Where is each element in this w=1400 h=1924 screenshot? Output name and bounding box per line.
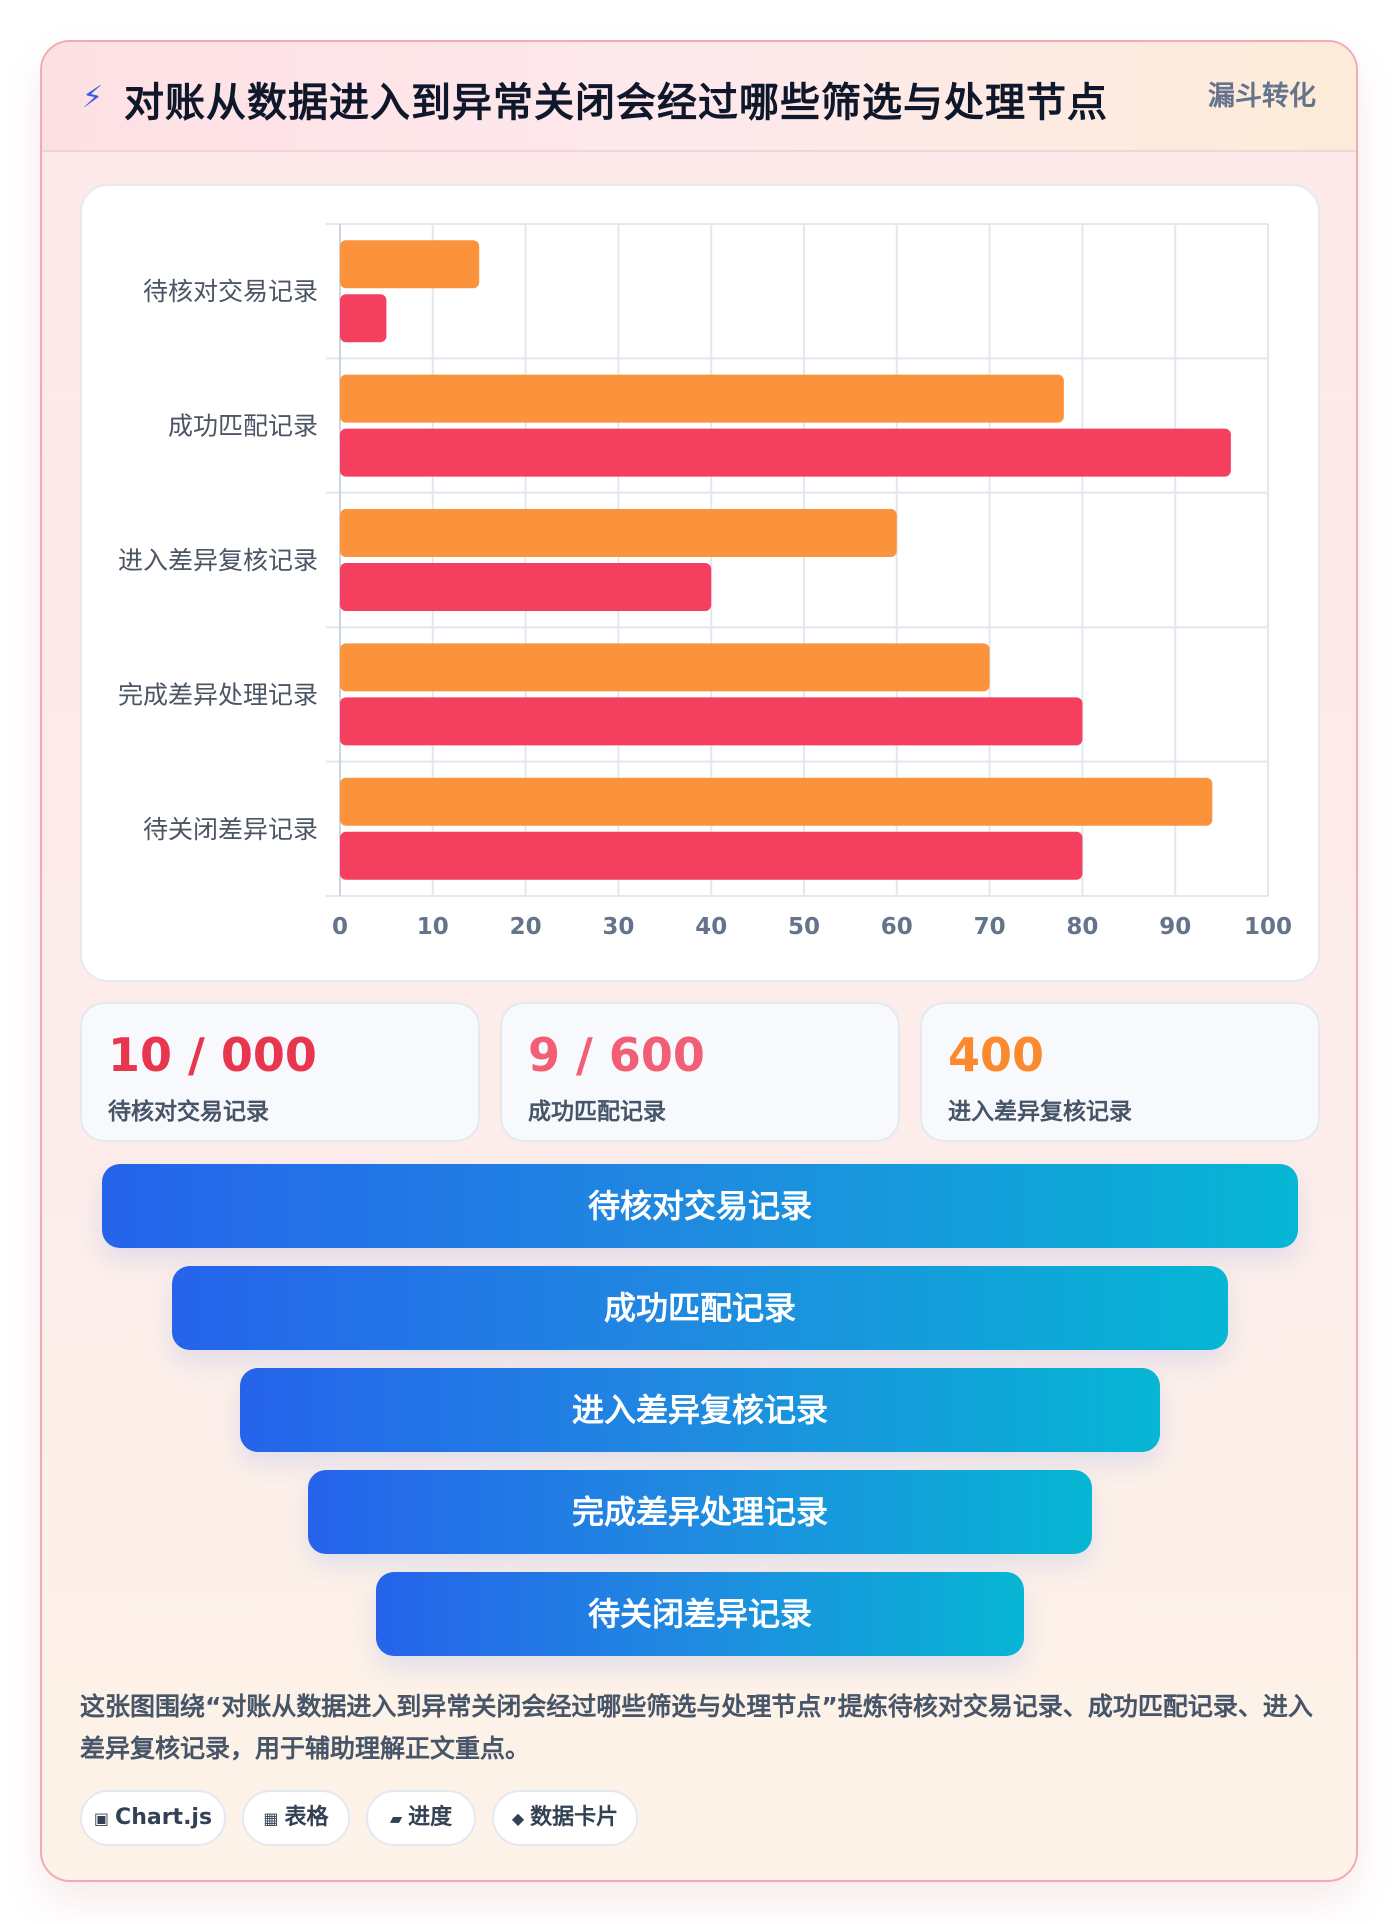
funnel-stage: 成功匹配记录 [172,1266,1228,1350]
chart-type-tag: 漏斗转化 [1208,81,1316,112]
stat-card: 9 / 600 成功匹配记录 [500,1002,900,1142]
stat-label: 待核对交易记录 [108,1099,269,1125]
bar [340,777,1213,826]
bar [340,563,712,611]
stat-value: 9 / 600 [528,1028,705,1082]
chip-label: Chart.js [115,1805,213,1830]
x-tick-label: 20 [510,914,542,940]
x-tick-label: 30 [602,914,634,940]
funnel-stage: 待核对交易记录 [102,1164,1298,1248]
stat-value: 400 [948,1028,1045,1082]
x-tick-label: 70 [974,914,1006,940]
funnel: 待核对交易记录 成功匹配记录 进入差异复核记录 完成差异处理记录 待关闭差异记录 [42,1164,1356,1664]
funnel-stage: 进入差异复核记录 [240,1368,1160,1452]
card-icon: ◆ [511,1809,525,1828]
page-title: 对账从数据进入到异常关闭会经过哪些筛选与处理节点 [124,80,1108,126]
table-icon: ▦ [263,1809,279,1828]
y-category-label: 进入差异复核记录 [118,546,318,575]
bar [340,697,1083,746]
bar [340,428,1231,477]
y-category-label: 待关闭差异记录 [143,815,318,844]
x-tick-label: 60 [881,914,913,940]
stat-card: 10 / 000 待核对交易记录 [80,1002,480,1142]
stat-label: 成功匹配记录 [528,1099,666,1125]
bar [340,643,990,692]
funnel-stage: 完成差异处理记录 [308,1470,1092,1554]
stat-cards: 10 / 000 待核对交易记录 9 / 600 成功匹配记录 400 进入差异… [80,1002,1320,1142]
stat-card: 400 进入差异复核记录 [920,1002,1320,1142]
x-tick-label: 80 [1066,914,1098,940]
progress-icon: ▰ [389,1809,403,1828]
chip-table[interactable]: ▦ 表格 [242,1790,350,1846]
chip-progress[interactable]: ▰ 进度 [366,1790,476,1846]
x-tick-label: 0 [332,914,348,940]
chip-data-card[interactable]: ◆ 数据卡片 [492,1790,638,1846]
x-tick-label: 90 [1159,914,1191,940]
chip-label: 表格 [284,1805,329,1830]
y-category-label: 待核对交易记录 [143,277,318,306]
stat-label: 进入差异复核记录 [948,1099,1132,1125]
bar [340,240,480,289]
lightning-icon: ⚡ [82,80,104,115]
x-tick-label: 100 [1244,914,1292,940]
chart-panel: 0 10 20 30 40 50 60 70 80 90 100 待核对交易记录成功匹配记录进入差异复… [80,184,1320,982]
bar [340,294,387,343]
y-category-label: 完成差异处理记录 [118,680,318,709]
y-category-label: 成功匹配记录 [168,412,318,441]
x-tick-label: 50 [788,914,820,940]
bar [340,374,1064,423]
x-tick-label: 10 [417,914,449,940]
x-tick-label: 40 [695,914,727,940]
bar-chart: 0 10 20 30 40 50 60 70 80 90 100 待核对交易记录成功匹配记录进入差异复… [118,223,1292,940]
bar [340,831,1083,880]
chart-icon: ▣ [93,1809,110,1828]
bar [340,509,897,557]
stat-value: 10 / 000 [108,1028,317,1082]
tech-chips: ▣ Chart.js ▦ 表格 ▰ 进度 ◆ 数据卡片 [80,1790,1320,1846]
chart-description: 这张图围绕“对账从数据进入到异常关闭会经过哪些筛选与处理节点”提炼待核对交易记录… [80,1692,1313,1763]
funnel-stage: 待关闭差异记录 [376,1572,1024,1656]
chip-chartjs[interactable]: ▣ Chart.js [80,1790,226,1846]
chip-label: 进度 [408,1805,453,1830]
report-card: ⚡ 对账从数据进入到异常关闭会经过哪些筛选与处理节点 漏斗转化 0 10 20 30 4… [40,40,1358,1882]
card-header: ⚡ 对账从数据进入到异常关闭会经过哪些筛选与处理节点 漏斗转化 [42,42,1356,152]
chip-label: 数据卡片 [530,1805,619,1830]
